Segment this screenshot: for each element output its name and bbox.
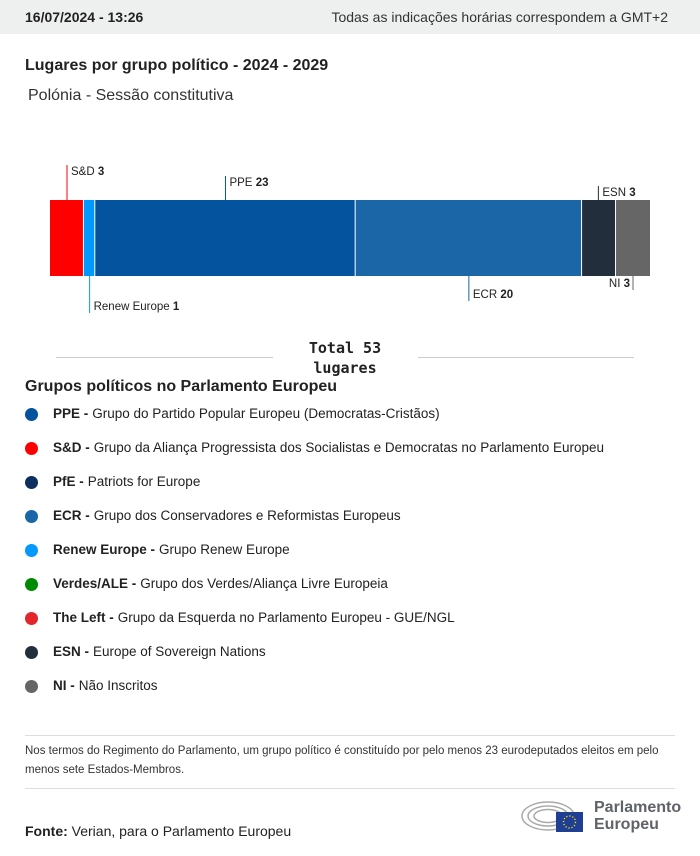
data-label: ECR 20 bbox=[473, 289, 513, 301]
legend-abbr: ESN - bbox=[53, 644, 90, 659]
hemicycle-eu-flag-icon bbox=[521, 801, 583, 832]
legend-dot-icon bbox=[25, 578, 38, 591]
legend-item: The Left - Grupo da Esquerda no Parlament… bbox=[25, 610, 604, 644]
total-seats: Total 53 bbox=[308, 339, 382, 357]
data-label: Renew Europe 1 bbox=[94, 301, 180, 313]
legend-name: Grupo do Partido Popular Europeu (Democr… bbox=[92, 406, 440, 421]
legend-name: Grupo da Esquerda no Parlamento Europeu … bbox=[117, 610, 455, 625]
source-text: Verian, para o Parlamento Europeu bbox=[71, 823, 292, 839]
divider-left bbox=[56, 357, 273, 358]
divider bbox=[25, 735, 675, 736]
legend-abbr: The Left - bbox=[53, 610, 114, 625]
legend-item: PfE - Patriots for Europe bbox=[25, 474, 604, 508]
legend-dot-icon bbox=[25, 680, 38, 693]
chart-subtitle: Polónia - Sessão constitutiva bbox=[28, 87, 234, 104]
legend-dot-icon bbox=[25, 544, 38, 557]
data-label: S&D 3 bbox=[71, 166, 104, 178]
data-label: NI 3 bbox=[609, 278, 630, 290]
legend-abbr: S&D - bbox=[53, 440, 90, 455]
data-label: ESN 3 bbox=[602, 187, 635, 199]
bar-ecr bbox=[355, 200, 582, 276]
legend-name: Patriots for Europe bbox=[87, 474, 201, 489]
legend-abbr: ECR - bbox=[53, 508, 90, 523]
ep-logo: Parlamento Europeu bbox=[520, 798, 681, 834]
legend-dot-icon bbox=[25, 646, 38, 659]
legend-name: Grupo dos Verdes/Aliança Livre Europeia bbox=[140, 576, 388, 591]
divider-right bbox=[418, 357, 634, 358]
legend-abbr: PPE - bbox=[53, 406, 89, 421]
legend-item: Verdes/ALE - Grupo dos Verdes/Aliança Liv… bbox=[25, 576, 604, 610]
total-unit: lugares bbox=[313, 359, 377, 377]
top-bar: 16/07/2024 - 13:26 Todas as indicações h… bbox=[0, 0, 700, 34]
bar-renew-europe bbox=[83, 200, 95, 276]
legend-name: Grupo Renew Europe bbox=[159, 542, 290, 557]
timezone-note: Todas as indicações horárias corresponde… bbox=[331, 9, 668, 25]
legend-name: Grupo da Aliança Progressista dos Social… bbox=[93, 440, 605, 455]
legend-abbr: NI - bbox=[53, 678, 75, 693]
logo-line1: Parlamento bbox=[594, 799, 682, 816]
legend-heading: Grupos políticos no Parlamento Europeu bbox=[25, 378, 338, 395]
bar-s-d bbox=[50, 200, 83, 276]
legend-abbr: Renew Europe - bbox=[53, 542, 156, 557]
legend-dot-icon bbox=[25, 476, 38, 489]
legend-dot-icon bbox=[25, 612, 38, 625]
bar-esn bbox=[582, 200, 616, 276]
legend-name: Não Inscritos bbox=[78, 678, 158, 693]
source-label: Fonte: bbox=[25, 823, 68, 839]
legend-item: PPE - Grupo do Partido Popular Europeu (D… bbox=[25, 406, 604, 440]
stacked-bar-chart: S&D 3 Renew Europe 1 PPE 23 ECR 20 ESN 3 NI 3 bbox=[50, 165, 650, 313]
legend-item: NI - Não Inscritos bbox=[25, 678, 604, 712]
legend-name: Grupo dos Conservadores e Reformistas Eu… bbox=[93, 508, 401, 523]
legend: PPE - Grupo do Partido Popular Europeu (D… bbox=[25, 406, 604, 712]
legend-abbr: Verdes/ALE - bbox=[53, 576, 137, 591]
legend-name: Europe of Sovereign Nations bbox=[93, 644, 266, 659]
legend-item: ESN - Europe of Sovereign Nations bbox=[25, 644, 604, 678]
footnote: Nos termos do Regimento do Parlamento, u… bbox=[25, 745, 659, 776]
divider bbox=[25, 788, 675, 789]
legend-item: S&D - Grupo da Aliança Progressista dos S… bbox=[25, 440, 604, 474]
legend-dot-icon bbox=[25, 408, 38, 421]
bar-ppe bbox=[95, 200, 355, 276]
datetime: 16/07/2024 - 13:26 bbox=[25, 9, 144, 25]
chart-title: Lugares por grupo político - 2024 - 2029 bbox=[25, 57, 329, 74]
bar-ni bbox=[616, 200, 650, 276]
legend-dot-icon bbox=[25, 442, 38, 455]
logo-line2: Europeu bbox=[594, 816, 659, 833]
legend-item: Renew Europe - Grupo Renew Europe bbox=[25, 542, 604, 576]
legend-dot-icon bbox=[25, 510, 38, 523]
legend-item: ECR - Grupo dos Conservadores e Reformist… bbox=[25, 508, 604, 542]
total-label: Total 53 lugares bbox=[272, 338, 418, 378]
source: Fonte: Verian, para o Parlamento Europeu bbox=[25, 823, 291, 839]
data-label: PPE 23 bbox=[229, 177, 268, 189]
legend-abbr: PfE - bbox=[53, 474, 84, 489]
